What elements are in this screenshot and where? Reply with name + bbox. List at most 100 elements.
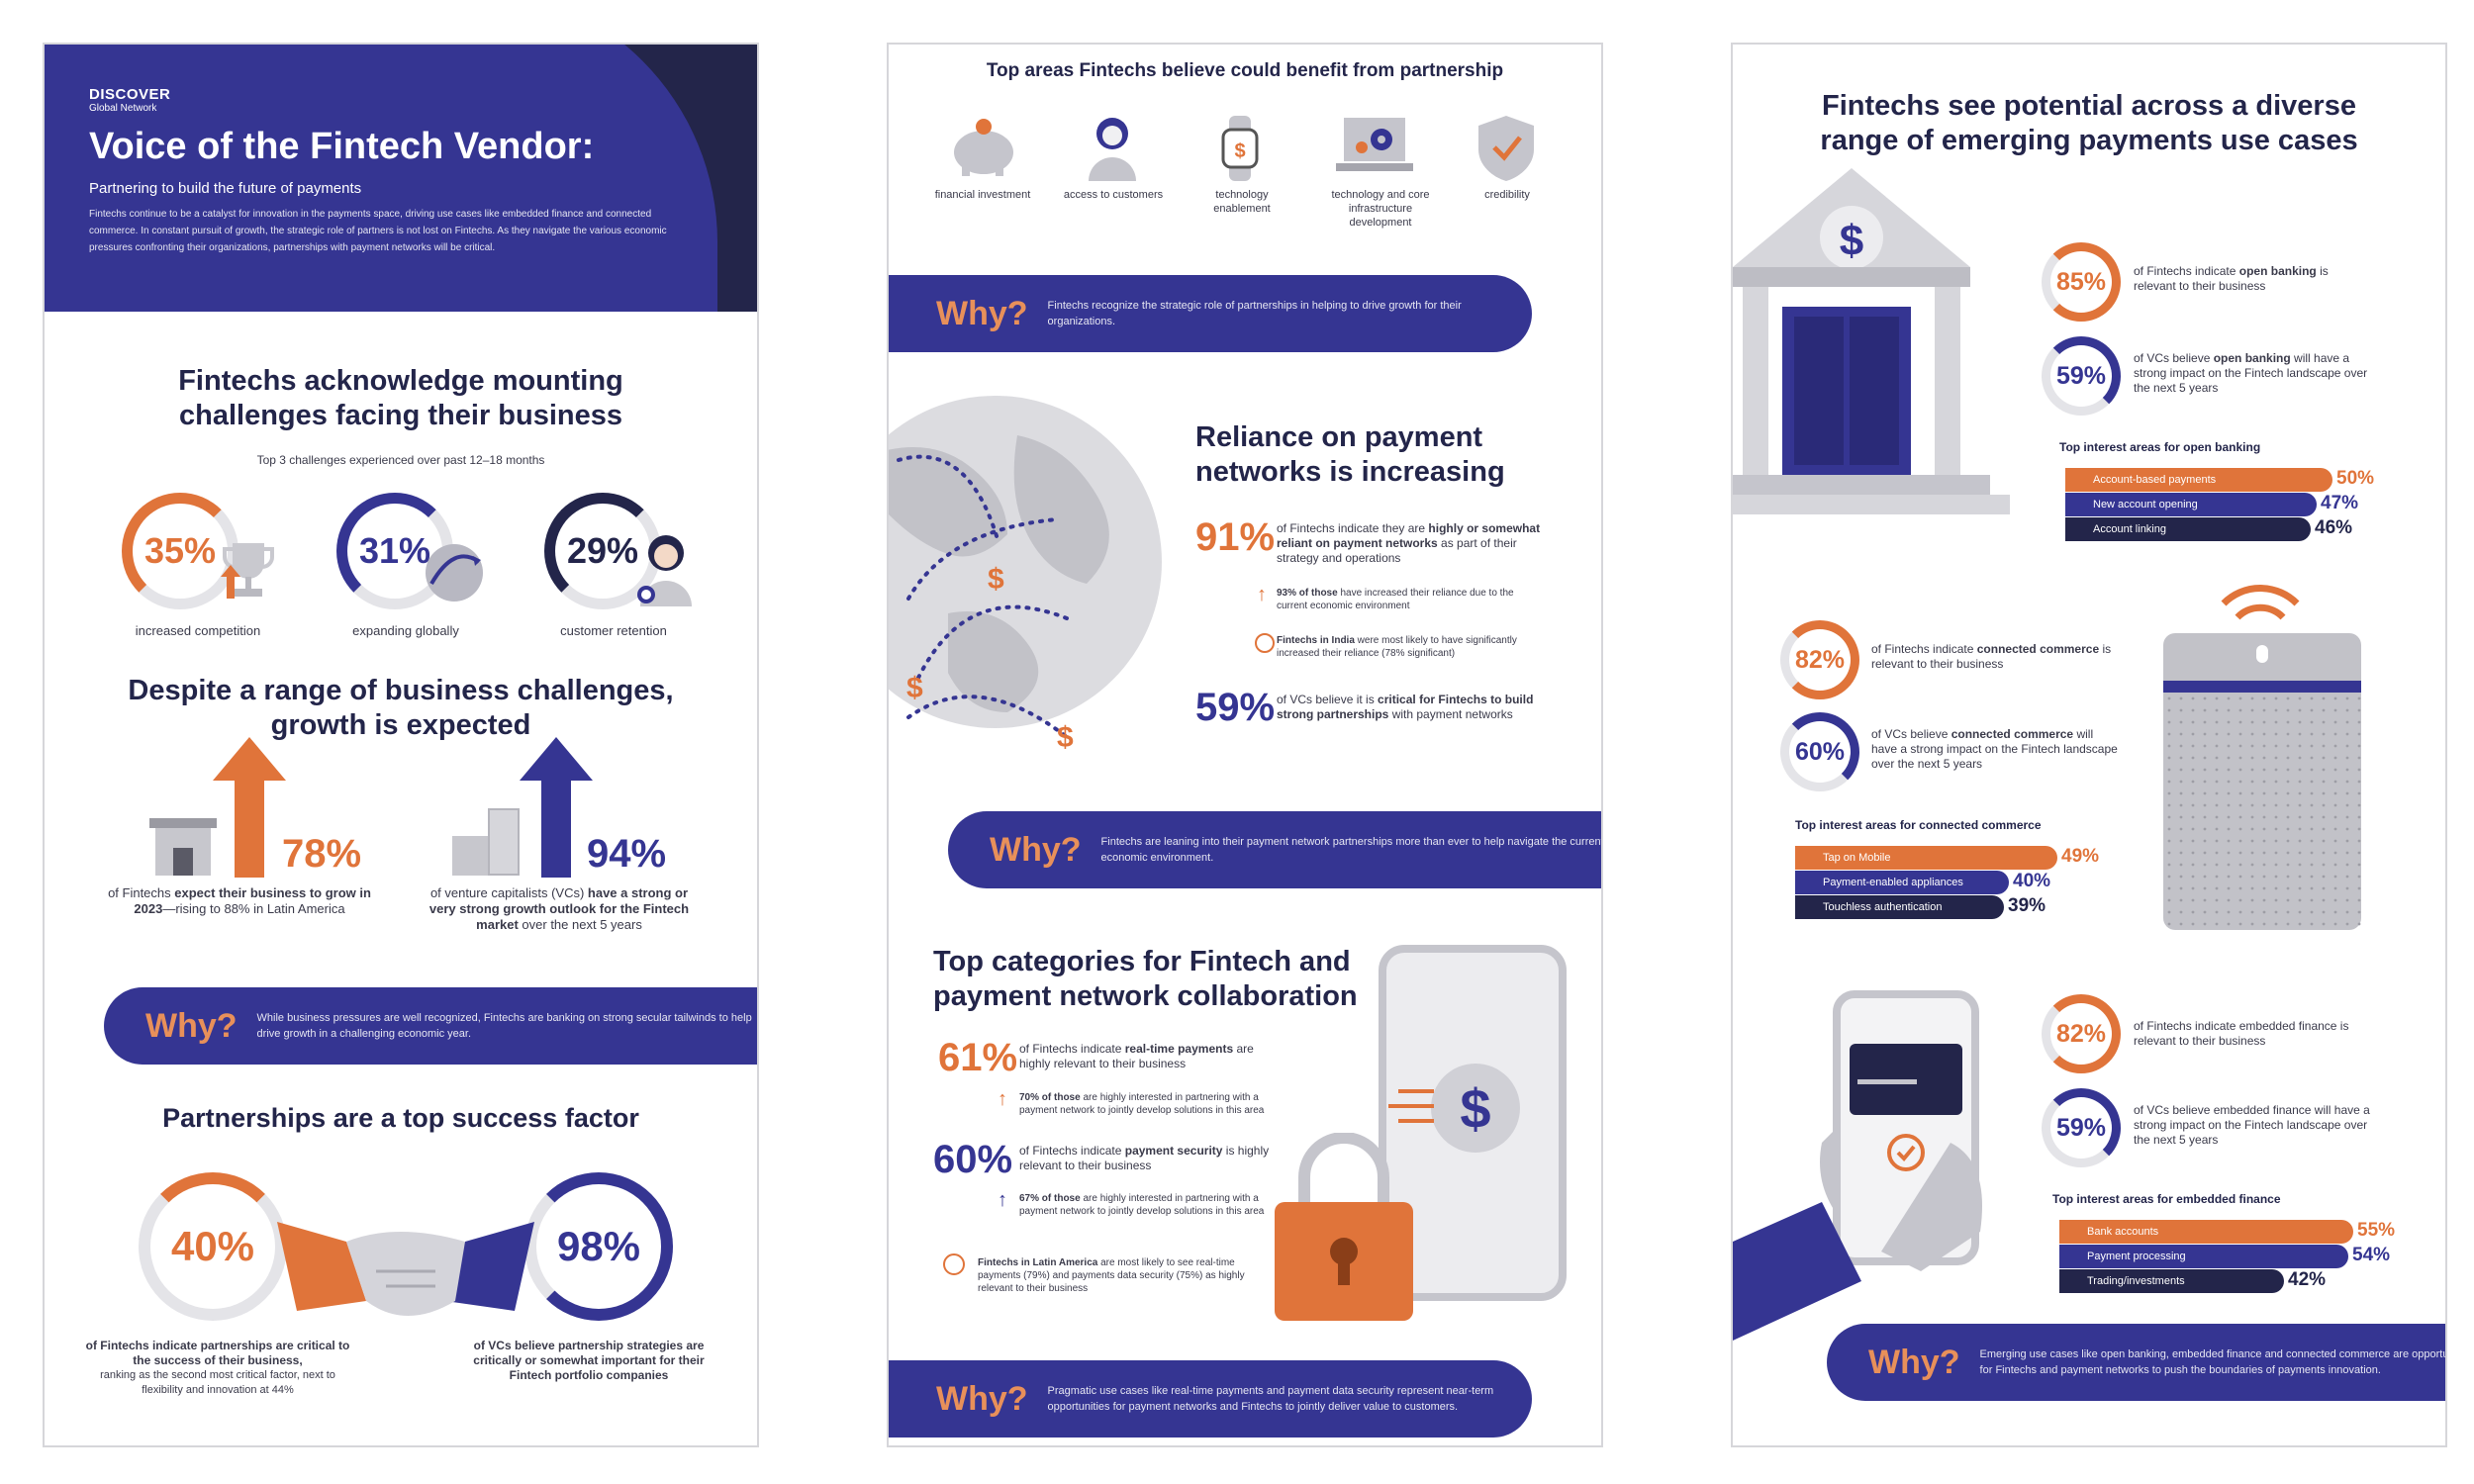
cc-fintech-text: of Fintechs indicate connected commerce … [1871,642,2112,671]
ef-vc-text: of VCs believe embedded finance will hav… [2134,1103,2370,1147]
brand-name: DISCOVER [89,86,171,103]
svg-text:$: $ [906,672,923,704]
why-banner: Why? While business pressures are well r… [104,987,757,1065]
interest-bar: Tap on Mobile [1795,846,2057,870]
interest-bar-value: 47% [2321,493,2359,513]
ef-fintech-text: of Fintechs indicate embedded finance is… [2134,1019,2349,1048]
ring-value: 82% [2055,1019,2107,1048]
trophy-icon [221,539,276,599]
why-banner: Why? Fintechs are leaning into their pay… [948,811,1603,888]
up-arrow-icon: ↑ [1257,584,1267,605]
payment-routes-illustration: $ $ $ [889,420,1186,757]
panel-challenges: DISCOVER Global Network Voice of the Fin… [43,43,759,1447]
intro-text: Fintechs continue to be a catalyst for i… [89,209,667,253]
collab-title: Top categories for Fintech and payment n… [933,946,1358,1012]
reliance-sub1: 93% of those have increased their relian… [1277,588,1514,611]
area-label: technology and core infrastructure devel… [1331,189,1430,229]
challenge-label: customer retention [560,623,667,638]
rt-sub: 70% of those are highly interested in pa… [1019,1092,1265,1116]
rt-text: of Fintechs indicate real-time payments … [1019,1042,1254,1070]
interest-bar: Bank accounts [2059,1220,2353,1244]
wifi-signal-icon [2216,574,2305,623]
person-icon [1083,114,1142,183]
challenges-title: Fintechs acknowledge mounting challenges… [178,365,623,431]
area-label: technology enablement [1213,189,1271,215]
area-label: financial investment [934,189,1031,201]
bank-building-icon: $ [1733,168,2030,549]
why-text: Pragmatic use cases like real-time payme… [1047,1385,1494,1413]
cc-bars-heading: Top interest areas for connected commerc… [1795,818,2042,832]
hand-phone-icon [1733,984,2010,1341]
interest-bar: Payment processing [2059,1245,2348,1268]
cc-vc-ring: 60% [1780,712,1859,791]
cc-vc-text: of VCs believe connected commerce will h… [1871,727,2118,771]
panel-partnerships: Top areas Fintechs believe could benefit… [887,43,1603,1447]
page-title: Voice of the Fintech Vendor: [89,126,595,167]
interest-bar-value: 55% [2357,1220,2396,1241]
customer-icon [636,529,696,608]
ef-vc-ring: 59% [2042,1088,2121,1167]
ring-value: 82% [1794,645,1846,674]
interest-bar-value: 49% [2061,846,2100,867]
handshake-icon [277,1202,534,1331]
interest-bar: Account linking [2065,517,2311,541]
vc-value: 59% [1195,686,1276,729]
why-banner: Why? Fintechs recognize the strategic ro… [889,275,1532,352]
interest-bar-value: 50% [2336,468,2375,489]
globe-illustration [889,396,1162,728]
rt-value: 61% [938,1036,1018,1079]
growth-arrow-navy [520,737,593,878]
interest-bar: Touchless authentication [1795,895,2004,919]
partner-value: 98% [556,1223,641,1269]
panel-use-cases: Fintechs see potential across a diverse … [1731,43,2447,1447]
ob-fintech-text: of Fintechs indicate open banking is rel… [2134,264,2329,293]
up-arrow-icon: ↑ [998,1088,1007,1110]
interest-bar: New account opening [2065,493,2317,516]
growth-left-value: 78% [282,832,362,876]
partnership-title: Partnerships are a top success factor [162,1103,639,1133]
reliance-title: Reliance on payment networks is increasi… [1195,421,1505,488]
why-label: Why? [990,830,1082,869]
dollar-coin-icon: $ [1431,1064,1520,1153]
svg-text:$: $ [988,563,1004,596]
building-right-icon [452,836,492,876]
interest-bar: Payment-enabled appliances [1795,871,2009,894]
interest-bar: Trading/investments [2059,1269,2284,1293]
brand-subname: Global Network [89,103,157,114]
why-label: Why? [1868,1343,1960,1381]
partner-value: 40% [170,1223,255,1269]
challenge-value: 35% [143,530,217,571]
latam-text: Fintechs in Latin America are most likel… [978,1257,1245,1294]
header-curve [45,45,717,312]
smart-speaker-icon [2163,633,2361,930]
cc-fintech-ring: 82% [1780,620,1859,699]
piggy-bank-icon [948,119,1019,178]
page-subtitle: Partnering to build the future of paymen… [89,180,362,197]
ps-text: of Fintechs indicate payment security is… [1019,1144,1270,1172]
challenge-label: expanding globally [352,623,459,638]
ob-vc-text: of VCs believe open banking will have a … [2134,351,2368,395]
why-text: Fintechs are leaning into their payment … [1100,836,1603,864]
svg-text:$: $ [1057,721,1074,754]
vc-text: of VCs believe it is critical for Fintec… [1277,693,1534,721]
growth-arrow-orange [213,737,286,878]
globe-small-icon [1255,633,1275,653]
interest-bar-value: 42% [2288,1269,2327,1290]
ring-value: 59% [2055,1113,2107,1142]
growth-right-text: of venture capitalists (VCs) have a stro… [428,885,690,932]
ef-fintech-ring: 82% [2042,994,2121,1073]
ring-value: 60% [1794,737,1846,766]
areas-title: Top areas Fintechs believe could benefit… [986,60,1504,81]
smartwatch-icon: $ [1215,116,1265,181]
office-tower-icon [488,808,520,876]
usecases-title: Fintechs see potential across a diverse … [1820,90,2358,156]
brand-logo: DISCOVER Global Network [89,86,170,114]
reliance-value: 91% [1195,515,1276,559]
challenges-subtitle: Top 3 challenges experienced over past 1… [256,453,545,467]
ps-value: 60% [933,1138,1013,1181]
why-text: While business pressures are well recogn… [256,1012,752,1040]
why-label: Why? [145,1006,238,1045]
building-left-icon [149,818,217,876]
laptop-gear-icon [1336,118,1413,179]
interest-bar-value: 46% [2315,517,2353,538]
